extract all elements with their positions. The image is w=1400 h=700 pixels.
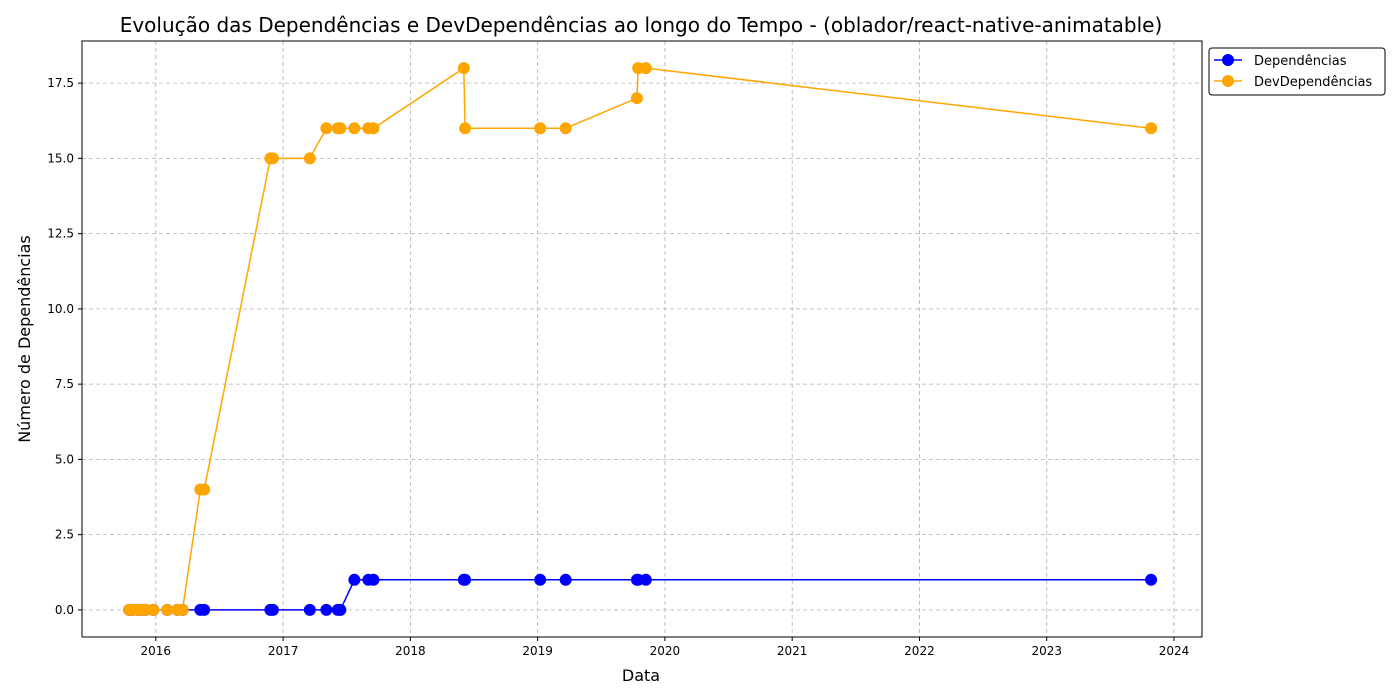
x-tick-label: 2022 <box>904 644 935 658</box>
legend-marker-dependencias <box>1222 54 1234 66</box>
x-axis-title: Data <box>622 666 660 685</box>
data-point-dependencias <box>303 603 316 616</box>
plot-area-frame <box>81 40 1203 638</box>
data-point-devdependencias <box>303 152 316 165</box>
data-point-devdependencias <box>334 122 347 135</box>
data-point-dependencias <box>459 573 472 586</box>
x-tick-label: 2016 <box>141 644 172 658</box>
chart-title: Evolução das Dependências e DevDependênc… <box>120 13 1163 37</box>
data-point-devdependencias <box>348 122 361 135</box>
y-tick-label: 2.5 <box>55 528 74 542</box>
legend-box <box>1208 47 1386 96</box>
data-point-devdependencias <box>534 122 547 135</box>
data-point-devdependencias <box>367 122 380 135</box>
grid-lines <box>82 41 1202 637</box>
legend-label-devdependencias: DevDependências <box>1254 75 1372 90</box>
y-tick-label: 15.0 <box>47 151 74 165</box>
data-point-dependencias <box>534 573 547 586</box>
y-tick-label: 7.5 <box>55 377 74 391</box>
data-point-devdependencias <box>639 62 652 75</box>
x-tick-label: 2024 <box>1159 644 1190 658</box>
legend-label-dependencias: Dependências <box>1254 54 1347 69</box>
y-tick-label: 10.0 <box>47 302 74 316</box>
y-tick-label: 0.0 <box>55 603 74 617</box>
data-point-dependencias <box>198 603 211 616</box>
data-point-dependencias <box>266 603 279 616</box>
x-tick-label: 2018 <box>395 644 426 658</box>
data-point-devdependencias <box>147 603 160 616</box>
data-point-devdependencias <box>1145 122 1158 135</box>
y-tick-label: 12.5 <box>47 227 74 241</box>
data-point-dependencias <box>320 603 333 616</box>
x-tick-label: 2023 <box>1031 644 1062 658</box>
data-point-devdependencias <box>266 152 279 165</box>
data-point-dependencias <box>559 573 572 586</box>
x-tick-label: 2021 <box>777 644 808 658</box>
data-point-devdependencias <box>176 603 189 616</box>
y-tick-label: 17.5 <box>47 76 74 90</box>
data-point-dependencias <box>367 573 380 586</box>
data-point-dependencias <box>1145 573 1158 586</box>
x-tick-label: 2020 <box>650 644 681 658</box>
data-point-devdependencias <box>161 603 174 616</box>
x-tick-label: 2017 <box>268 644 299 658</box>
y-tick-label: 5.0 <box>55 452 74 466</box>
data-point-dependencias <box>348 573 361 586</box>
data-point-devdependencias <box>198 483 211 496</box>
legend-marker-devdependencias <box>1222 75 1234 87</box>
series-layer <box>123 62 1158 616</box>
x-tick-label: 2019 <box>522 644 553 658</box>
axis-ticks: 2016 2017 2018 2019 2020 2021 2022 2023 2024 0.0 2… <box>47 76 1189 658</box>
data-point-devdependencias <box>457 62 470 75</box>
data-point-devdependencias <box>630 92 643 105</box>
data-point-devdependencias <box>559 122 572 135</box>
data-point-dependencias <box>639 573 652 586</box>
y-axis-title: Número de Dependências <box>15 235 34 443</box>
data-point-dependencias <box>334 603 347 616</box>
data-point-devdependencias <box>459 122 472 135</box>
legend: Dependências DevDependências <box>1208 47 1386 96</box>
data-point-devdependencias <box>320 122 333 135</box>
